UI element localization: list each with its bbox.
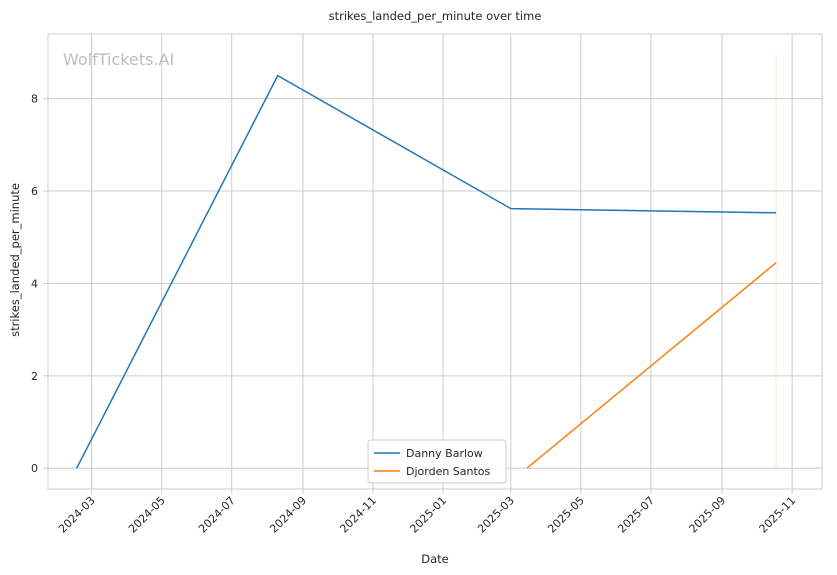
x-tick-label: 2024-05 — [126, 494, 168, 536]
x-tick-label: 2025-09 — [687, 494, 729, 536]
y-tick-label: 8 — [31, 93, 38, 106]
chart-title: strikes_landed_per_minute over time — [329, 9, 542, 23]
y-tick-label: 4 — [31, 277, 38, 290]
x-tick-label: 2024-03 — [56, 494, 98, 536]
x-tick-label: 2024-09 — [267, 494, 309, 536]
x-tick-label: 2024-11 — [337, 494, 379, 536]
x-tick-label: 2025-05 — [545, 494, 587, 536]
y-axis-ticks: 0 2 4 6 8 — [31, 93, 48, 475]
watermark: WolfTickets.AI — [63, 50, 174, 69]
legend-label: Djorden Santos — [406, 465, 491, 478]
y-tick-label: 2 — [31, 370, 38, 383]
series-lines — [76, 54, 777, 469]
y-axis-title: strikes_landed_per_minute — [8, 183, 22, 337]
x-axis-ticks: 2024-03 2024-05 2024-07 2024-09 2024-11 2025-… — [56, 489, 798, 536]
legend-box — [367, 439, 507, 484]
series-line-1 — [526, 262, 777, 469]
x-axis-title: Date — [421, 552, 449, 566]
legend-label: Danny Barlow — [406, 447, 483, 460]
x-tick-label: 2025-11 — [757, 494, 799, 536]
series-line-0 — [76, 74, 777, 469]
y-tick-label: 0 — [31, 462, 38, 475]
x-tick-label: 2025-07 — [615, 494, 657, 536]
legend: Danny Barlow Djorden Santos — [367, 439, 507, 484]
x-tick-label: 2024-07 — [196, 494, 238, 536]
plot-frame — [47, 33, 823, 490]
x-tick-label: 2025-03 — [475, 494, 517, 536]
x-tick-label: 2025-01 — [407, 494, 449, 536]
y-tick-label: 6 — [31, 185, 38, 198]
grid-lines — [48, 34, 822, 489]
